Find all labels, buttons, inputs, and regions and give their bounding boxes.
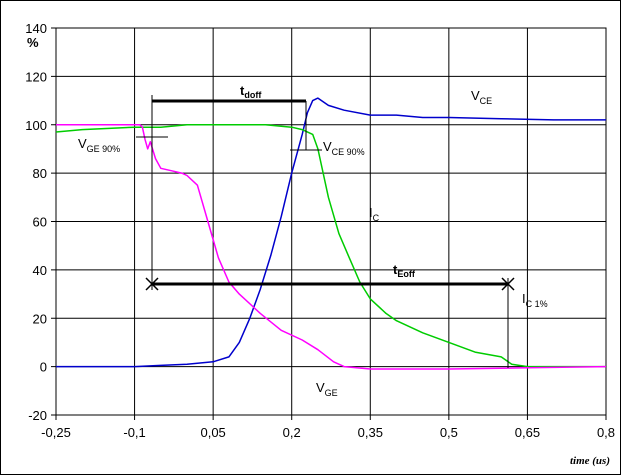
label-ic1: IC 1% [522,291,548,309]
series-line-ic [55,124,606,368]
y-tick-label: 100 [25,118,47,133]
label-vge: VGE [316,380,338,398]
x-axis-label: time (us) [570,455,610,467]
label-ic: IC [369,205,380,223]
x-tick-label: -0,1 [123,425,145,440]
label-vge90: VGE 90% [78,136,120,154]
y-tick-label: 20 [33,311,47,326]
annotation-lines [136,95,515,368]
y-tick-label: 120 [25,69,47,84]
y-tick-label: 80 [33,166,47,181]
label-tdoff: tdoff [240,83,262,100]
series-line-vce [56,97,606,368]
x-ticks: -0,25 -0,1 0,05 0,2 0,35 0,5 0,65 0,8 [41,415,615,440]
label-teoff: tEoff [393,262,416,279]
series-line-vge [56,124,607,370]
x-tick-label: 0,35 [358,425,383,440]
series-group [55,97,607,370]
label-vce: VCE [471,88,492,106]
x-tick-label: 0,5 [440,425,458,440]
x-tick-label: 0,65 [515,425,540,440]
y-tick-label: 0 [40,360,47,375]
x-tick-label: -0,25 [41,425,71,440]
y-tick-label: 60 [33,215,47,230]
y-tick-label: 40 [33,263,47,278]
teoff-left-cross [145,277,159,291]
x-tick-label: 0,2 [283,425,301,440]
teoff-right-cross [501,277,515,291]
x-tick-label: 0,05 [200,425,225,440]
x-tick-label: 0,8 [597,425,615,440]
label-vce90: VCE 90% [323,139,365,157]
grid [55,27,607,416]
y-tick-label: 140 [25,21,47,36]
y-axis-unit: % [27,35,39,50]
y-tick-label: -20 [28,408,47,423]
y-ticks: -20 0 20 40 60 80 100 120 140 [25,21,56,423]
